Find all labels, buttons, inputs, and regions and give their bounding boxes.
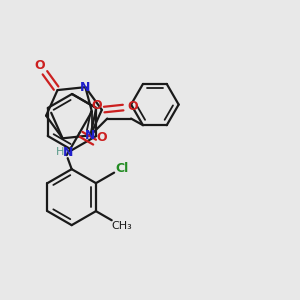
- Text: CH₃: CH₃: [112, 221, 133, 231]
- Text: H: H: [56, 147, 64, 157]
- Text: O: O: [96, 130, 106, 144]
- Text: N: N: [80, 81, 91, 94]
- Text: O: O: [91, 98, 102, 112]
- Text: Cl: Cl: [115, 162, 128, 175]
- Text: N: N: [62, 146, 73, 159]
- Text: O: O: [127, 100, 138, 113]
- Text: O: O: [34, 59, 45, 72]
- Text: N: N: [85, 129, 96, 142]
